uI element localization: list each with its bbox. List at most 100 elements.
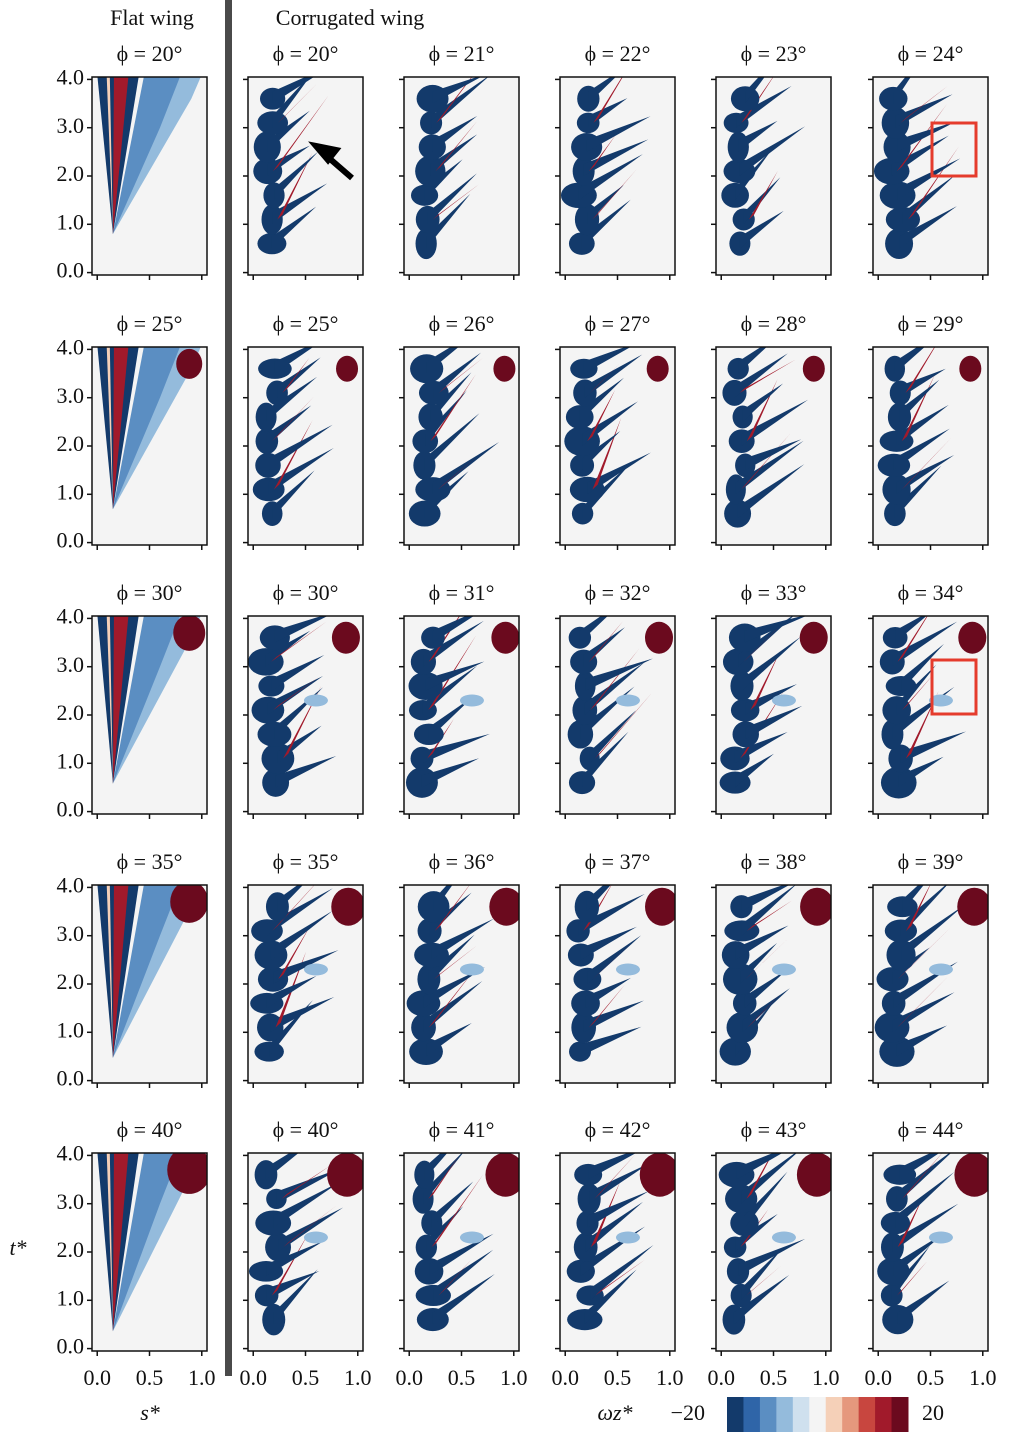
panel — [560, 342, 675, 545]
x-tick-label: 0.5 — [917, 1365, 945, 1390]
x-tick-label: 0.5 — [760, 1365, 788, 1390]
vortex — [957, 888, 991, 926]
panel-title: ϕ = 34° — [898, 580, 964, 605]
y-tick-label: 1.0 — [57, 209, 85, 234]
x-tick-label: 0.0 — [864, 1365, 892, 1390]
x-tick-label: 0.0 — [395, 1365, 423, 1390]
panel — [873, 1139, 994, 1351]
panel-title: ϕ = 31° — [429, 580, 495, 605]
vortex — [616, 1232, 640, 1244]
colorbar-swatch — [809, 1397, 826, 1432]
panel — [716, 1139, 837, 1351]
vortex — [959, 356, 981, 382]
colorbar-tick-label: −20 — [671, 1400, 705, 1425]
x-tick-label: 0.5 — [292, 1365, 320, 1390]
vortex — [645, 622, 673, 654]
y-tick-label: 3.0 — [57, 113, 85, 138]
x-tick-label: 1.0 — [812, 1365, 840, 1390]
panel-title: ϕ = 35° — [273, 849, 339, 874]
panel-title: ϕ = 27° — [585, 311, 651, 336]
x-axis-label: s* — [140, 1400, 160, 1425]
vortex — [616, 964, 640, 976]
vortex — [772, 964, 796, 976]
figure: Flat wing Corrugated wing t* s* ωz* ϕ = … — [0, 0, 1010, 1435]
panel-title: ϕ = 38° — [741, 849, 807, 874]
y-tick-label: 2.0 — [57, 700, 85, 725]
panel — [873, 866, 991, 1083]
panel-title: ϕ = 33° — [741, 580, 807, 605]
panel-title: ϕ = 30° — [273, 580, 339, 605]
panel-title: ϕ = 25° — [273, 311, 339, 336]
panel — [92, 75, 207, 275]
panel-title: ϕ = 35° — [117, 849, 183, 874]
panel-title: ϕ = 37° — [585, 849, 651, 874]
y-tick-label: 4.0 — [57, 1140, 85, 1165]
panel-title: ϕ = 22° — [585, 41, 651, 66]
panel-title: ϕ = 20° — [273, 41, 339, 66]
colorbar-swatch — [760, 1397, 777, 1432]
vortex — [327, 1153, 367, 1197]
vortex — [800, 888, 834, 926]
panel — [92, 614, 207, 814]
panel-title: ϕ = 26° — [429, 311, 495, 336]
panel — [248, 1130, 367, 1351]
vortex — [493, 356, 515, 382]
y-axis-label: t* — [9, 1235, 26, 1260]
y-tick-label: 0.0 — [57, 258, 85, 283]
vortex — [772, 695, 796, 707]
y-tick-label: 0.0 — [57, 1334, 85, 1359]
x-tick-label: 1.0 — [969, 1365, 997, 1390]
vortex — [647, 356, 669, 382]
panel — [873, 329, 988, 545]
vortex — [489, 888, 523, 926]
colorbar-swatch — [875, 1397, 892, 1432]
y-tick-label: 2.0 — [57, 431, 85, 456]
y-tick-label: 2.0 — [57, 161, 85, 186]
panel-title: ϕ = 40° — [273, 1117, 339, 1142]
y-tick-label: 3.0 — [57, 921, 85, 946]
panel — [560, 54, 675, 275]
y-tick-label: 1.0 — [57, 748, 85, 773]
y-tick-label: 1.0 — [57, 479, 85, 504]
colorbar-swatch — [743, 1397, 760, 1432]
panel — [716, 879, 834, 1083]
y-tick-label: 4.0 — [57, 872, 85, 897]
colorbar-swatch — [826, 1397, 843, 1432]
panel-title: ϕ = 29° — [898, 311, 964, 336]
vortex — [170, 881, 208, 923]
x-tick-label: 0.5 — [604, 1365, 632, 1390]
panel-title: ϕ = 42° — [585, 1117, 651, 1142]
panel-title: ϕ = 44° — [898, 1117, 964, 1142]
vortex — [460, 695, 484, 707]
y-tick-label: 0.0 — [57, 1066, 85, 1091]
x-tick-label: 0.5 — [448, 1365, 476, 1390]
x-tick-label: 1.0 — [656, 1365, 684, 1390]
x-tick-label: 1.0 — [344, 1365, 372, 1390]
panel — [92, 881, 208, 1083]
vortex — [645, 888, 679, 926]
y-tick-label: 1.0 — [57, 1285, 85, 1310]
x-tick-label: 1.0 — [500, 1365, 528, 1390]
vortex — [173, 615, 205, 651]
panel — [404, 858, 523, 1083]
x-tick-label: 0.5 — [136, 1365, 164, 1390]
panel — [404, 1127, 525, 1351]
vortex — [304, 695, 328, 707]
panel-title: ϕ = 40° — [117, 1117, 183, 1142]
panel-title: ϕ = 24° — [898, 41, 964, 66]
panel — [716, 611, 831, 814]
panel — [716, 49, 831, 275]
vortex — [929, 964, 953, 976]
panel — [92, 1146, 211, 1351]
y-tick-label: 3.0 — [57, 652, 85, 677]
panel — [560, 1144, 680, 1351]
vortex — [304, 964, 328, 976]
vortex — [336, 356, 358, 382]
panel — [404, 329, 519, 545]
x-tick-label: 1.0 — [188, 1365, 216, 1390]
x-tick-label: 0.0 — [239, 1365, 267, 1390]
vortex — [176, 349, 202, 379]
panel — [248, 869, 365, 1083]
y-tick-label: 3.0 — [57, 383, 85, 408]
panel-title: ϕ = 41° — [429, 1117, 495, 1142]
